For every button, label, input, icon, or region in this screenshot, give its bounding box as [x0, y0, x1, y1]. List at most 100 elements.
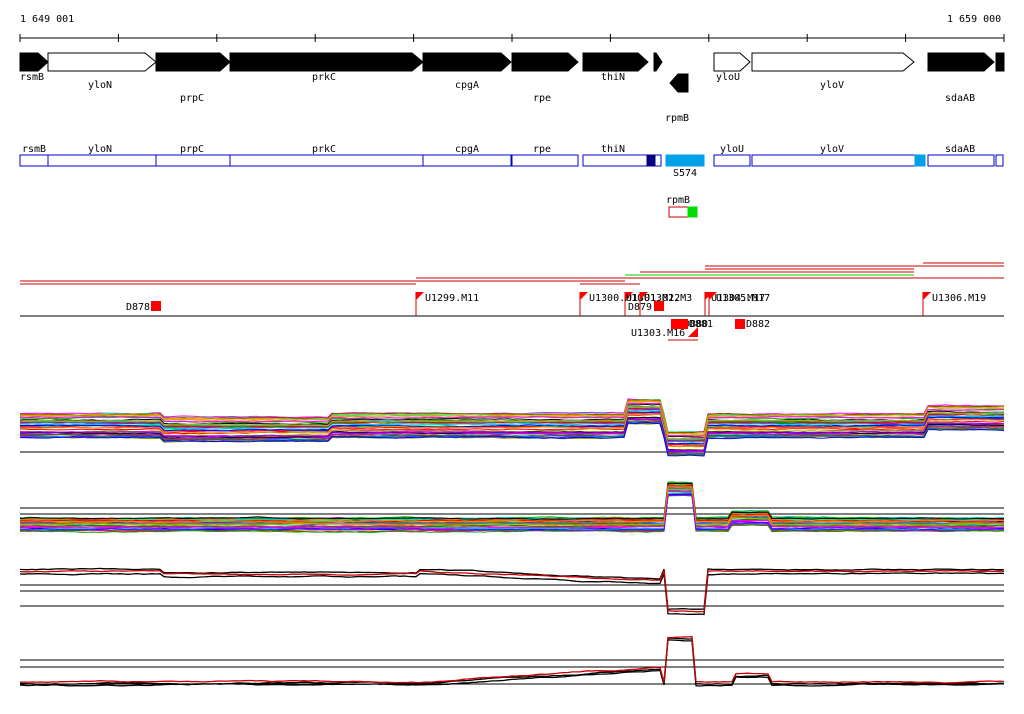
expression-line: [19, 637, 1005, 686]
marker-label-U1300-M10: U1300.M10: [589, 293, 643, 304]
expression-panel-2: [19, 481, 1005, 534]
gene-arrow-prpC[interactable]: prpC: [155, 52, 231, 104]
gene-arrow-track: rsmB yloN prpC prkC cpgA rpe thiN: [19, 52, 1005, 124]
gene-box-rpe[interactable]: rpe: [511, 144, 579, 167]
gene-box-label-rsmB: rsmB: [22, 144, 46, 155]
gene-box-thiN[interactable]: thiN: [582, 144, 662, 167]
gene-box-yloV[interactable]: yloV: [751, 144, 926, 167]
gene-arrow-yloN[interactable]: yloN: [47, 52, 157, 91]
expression-line: [19, 494, 1005, 534]
expression-line: [19, 418, 1005, 452]
gene-arrow-sdaAB[interactable]: sdaAB: [927, 52, 995, 104]
marker-U1306-M19[interactable]: U1306.M19: [922, 292, 986, 316]
gene-arrow-yloV[interactable]: yloV: [751, 52, 915, 91]
gene-arrow-edge[interactable]: [995, 52, 1005, 72]
gene-box-prpC[interactable]: prpC: [155, 144, 231, 167]
expression-line: [19, 482, 1005, 521]
expression-line: [19, 402, 1005, 437]
gene-box-label-yloU: yloU: [720, 144, 744, 155]
marker-label-D878: D878: [126, 302, 150, 313]
gene-box-prkC[interactable]: prkC: [229, 144, 424, 167]
gene-box-label-rpe: rpe: [533, 144, 551, 155]
marker-label-D881: D881: [689, 319, 713, 330]
marker-label-U1305-M17: U1305.M17: [716, 293, 770, 304]
marker-label-D880: D880: [684, 319, 708, 330]
expression-line: [19, 492, 1005, 531]
gene-box-label-prpC: prpC: [180, 144, 204, 155]
gene-box-cpgA[interactable]: cpgA: [422, 144, 512, 167]
expression-line: [19, 422, 1004, 456]
marker-D881[interactable]: D881: [678, 319, 713, 330]
gene-label-yloU: yloU: [716, 72, 740, 83]
expression-line: [20, 399, 1005, 435]
marker-D882[interactable]: D882: [735, 319, 770, 330]
small-rna-S574[interactable]: S574: [665, 154, 705, 179]
expression-panel-3: [19, 567, 1005, 616]
rpmB-feature[interactable]: rpmB: [666, 195, 698, 218]
marker-D879[interactable]: D879: [628, 301, 664, 313]
expression-line: [19, 484, 1005, 523]
expression-line: [19, 572, 1005, 616]
marker-U1305-M17[interactable]: U1305.M17: [708, 292, 770, 316]
expression-line: [19, 409, 1005, 443]
expression-line: [19, 418, 1005, 454]
expression-line: [19, 413, 1005, 448]
gene-box-rsmB[interactable]: rsmB: [19, 144, 49, 167]
expression-panel-1: [19, 398, 1005, 457]
gene-arrow-thiN[interactable]: thiN: [582, 52, 649, 83]
expression-line: [19, 488, 1005, 527]
gene-arrow-yloU[interactable]: yloU: [713, 52, 751, 83]
marker-U1301-M12[interactable]: U1301.M12: [624, 292, 680, 316]
gene-arrow-cpgA[interactable]: cpgA: [422, 52, 512, 91]
expression-line: [19, 639, 1005, 687]
gene-label-sdaAB: sdaAB: [945, 93, 975, 104]
rpmB-feature-label: rpmB: [666, 195, 690, 206]
gene-box-edge[interactable]: [995, 154, 1004, 167]
gene-label-rpe: rpe: [533, 93, 551, 104]
expression-line: [19, 567, 1005, 610]
marker-U1303-M16[interactable]: U1303.M16: [631, 327, 698, 341]
expression-line: [19, 482, 1005, 521]
ruler-start-label: 1 649 001: [20, 14, 74, 25]
marker-label-U1301-M12: U1301.M12: [626, 293, 680, 304]
gene-arrow-prkC[interactable]: prkC: [229, 52, 424, 83]
gene-box-label-thiN: thiN: [601, 144, 625, 155]
marker-D880[interactable]: D880: [671, 319, 708, 330]
expression-line: [19, 484, 1005, 524]
gene-box-track: rsmB yloN prpC prkC cpgA rpe thiN: [19, 144, 1004, 218]
gene-box-yloN[interactable]: yloN: [47, 144, 157, 167]
gene-label-prkC: prkC: [312, 72, 336, 83]
gene-box-label-yloV: yloV: [820, 144, 844, 155]
gene-arrow-rpmB[interactable]: rpmB: [665, 73, 689, 124]
ruler-end-label: 1 659 000: [947, 14, 1001, 25]
marker-D878[interactable]: D878: [126, 301, 161, 313]
expression-line: [19, 420, 1005, 455]
marker-U1302-M3[interactable]: U1302.M3: [639, 292, 692, 316]
gene-box-label-yloN: yloN: [88, 144, 112, 155]
expression-line: [19, 483, 1004, 522]
gene-label-rpmB: rpmB: [665, 113, 689, 124]
expression-line: [19, 411, 1004, 445]
gene-arrow-small[interactable]: [653, 52, 663, 72]
gene-box-yloU[interactable]: yloU: [713, 144, 751, 167]
gene-arrow-rpe[interactable]: rpe: [511, 52, 579, 104]
expression-line: [19, 413, 1005, 448]
span-lines: [20, 262, 1004, 285]
coordinate-ruler: 1 649 001 1 659 000: [19, 14, 1005, 42]
marker-U1300-M10[interactable]: U1300.M10: [579, 292, 643, 316]
gene-label-cpgA: cpgA: [455, 80, 479, 91]
marker-U1299-M11[interactable]: U1299.M11: [415, 292, 479, 316]
gene-label-rsmB: rsmB: [20, 72, 44, 83]
gene-label-yloV: yloV: [820, 80, 844, 91]
expression-line: [19, 490, 1005, 530]
gene-label-prpC: prpC: [180, 93, 204, 104]
expression-panel-4: [19, 635, 1005, 687]
expression-line: [19, 483, 1005, 522]
expression-line: [19, 422, 1005, 457]
gene-arrow-rsmB[interactable]: rsmB: [19, 52, 49, 83]
gene-box-label-cpgA: cpgA: [455, 144, 479, 155]
gene-box-sdaAB[interactable]: sdaAB: [927, 144, 995, 167]
marker-label-D882: D882: [746, 319, 770, 330]
expression-line: [19, 486, 1005, 523]
